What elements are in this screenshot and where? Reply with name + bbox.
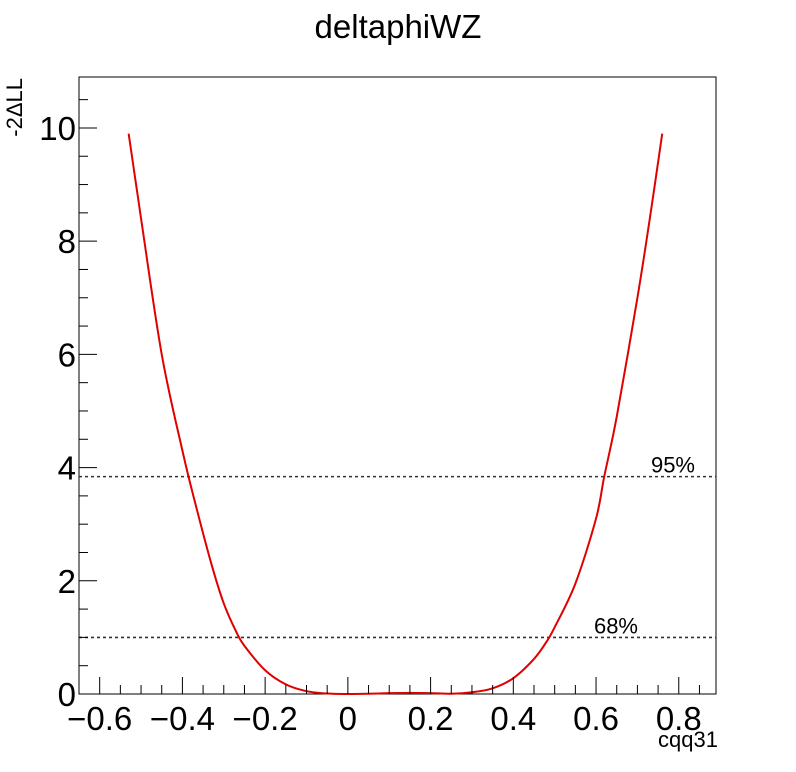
plot-frame (78, 76, 717, 695)
reference-lines: 95% 68% (79, 453, 716, 638)
y-tick-label: 0 (58, 676, 76, 713)
y-axis-ticks: 0 2 4 6 8 10 (39, 99, 97, 713)
y-tick-label: 8 (58, 223, 76, 260)
reference-line-label: 95% (651, 453, 695, 478)
x-axis-label: cqq31 (658, 727, 718, 752)
series-line (127, 133, 664, 696)
x-tick-label: 0 (339, 700, 357, 737)
x-tick-label: 0.8 (656, 700, 702, 737)
series-layer (127, 133, 664, 696)
chart-title: deltaphiWZ (315, 8, 482, 45)
reference-line-label: 68% (594, 613, 638, 638)
x-tick-label: 0.4 (490, 700, 536, 737)
x-tick-label: 0.2 (408, 700, 454, 737)
x-tick-label: −0.2 (233, 700, 298, 737)
x-tick-label: −0.4 (150, 700, 215, 737)
y-tick-label: 10 (39, 110, 76, 147)
x-tick-label: −0.6 (67, 700, 132, 737)
y-tick-label: 2 (58, 563, 76, 600)
y-axis-label: -2ΔLL (2, 78, 27, 137)
x-tick-label: 0.6 (573, 700, 619, 737)
y-tick-label: 6 (58, 336, 76, 373)
x-axis-ticks: −0.6 −0.4 −0.2 0 0.2 0.4 0.6 0.8 (67, 677, 702, 737)
y-tick-label: 4 (58, 450, 76, 487)
